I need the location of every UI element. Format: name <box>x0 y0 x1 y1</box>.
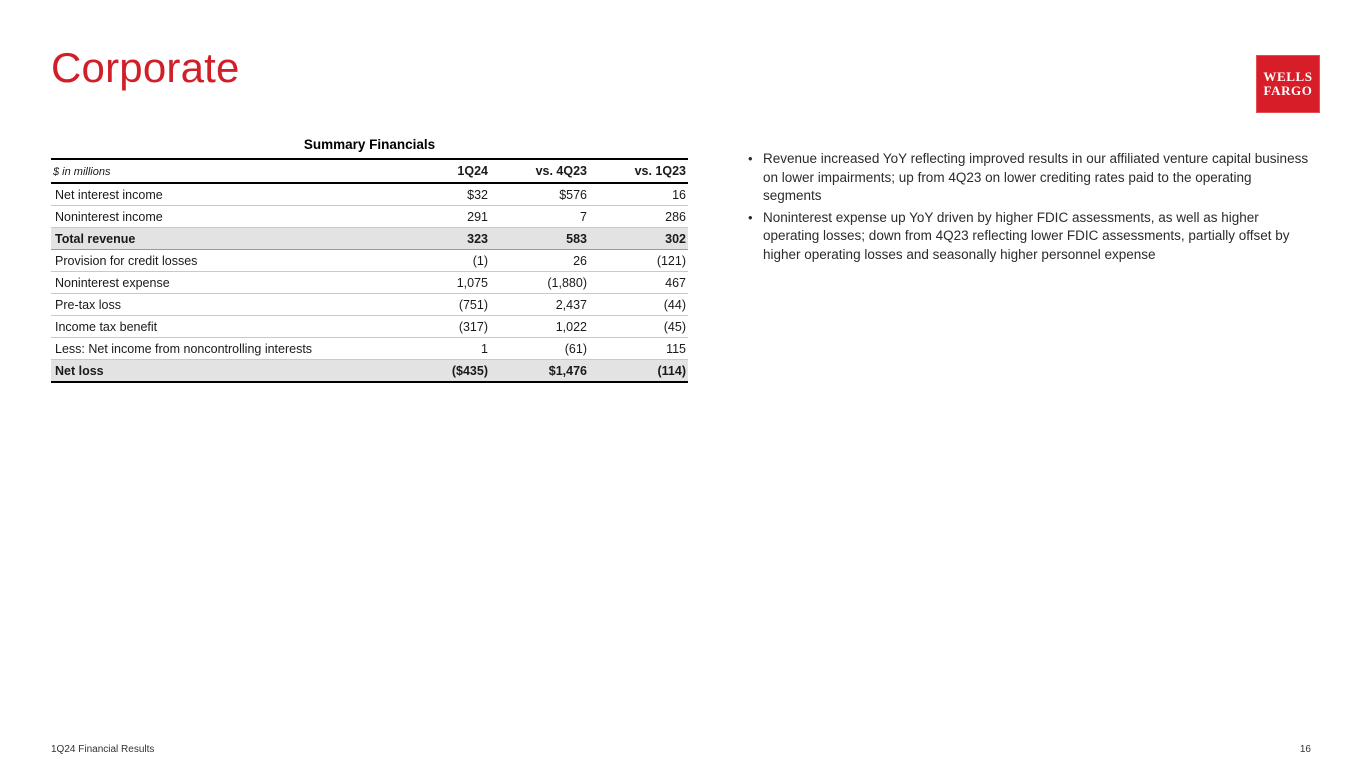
page-title: Corporate <box>51 44 240 91</box>
row-value: (44) <box>589 293 688 316</box>
row-label: Provision for credit losses <box>51 249 391 272</box>
row-value: 1,075 <box>391 271 490 294</box>
table-row: Noninterest income 291 7 286 <box>51 205 688 228</box>
row-value: (317) <box>391 315 490 338</box>
row-label: Income tax benefit <box>51 315 391 338</box>
row-value: $1,476 <box>490 359 589 383</box>
row-value: (751) <box>391 293 490 316</box>
row-value: 1,022 <box>490 315 589 338</box>
row-value: 7 <box>490 205 589 228</box>
unit-label: $ in millions <box>51 158 391 184</box>
footer-title: 1Q24 Financial Results <box>51 744 155 755</box>
table-title: Summary Financials <box>303 137 436 152</box>
row-label: Net loss <box>51 359 391 383</box>
table-row: Income tax benefit (317) 1,022 (45) <box>51 315 688 338</box>
table-row: Provision for credit losses (1) 26 (121) <box>51 249 688 272</box>
row-value: (114) <box>589 359 688 383</box>
wells-fargo-logo: WELLS FARGO <box>1256 55 1320 113</box>
table-header-row: $ in millions 1Q24 vs. 4Q23 vs. 1Q23 <box>51 158 688 184</box>
row-value: 323 <box>391 227 490 250</box>
row-value: 291 <box>391 205 490 228</box>
row-value: (61) <box>490 337 589 360</box>
table-row: Pre-tax loss (751) 2,437 (44) <box>51 293 688 316</box>
table-row: Less: Net income from noncontrolling int… <box>51 337 688 360</box>
financials-table: $ in millions 1Q24 vs. 4Q23 vs. 1Q23 Net… <box>51 158 688 383</box>
bullet-item: • Noninterest expense up YoY driven by hi… <box>745 209 1313 265</box>
table-row: Noninterest expense 1,075 (1,880) 467 <box>51 271 688 294</box>
row-value: 16 <box>589 183 688 206</box>
row-value: $32 <box>391 183 490 206</box>
row-value: 302 <box>589 227 688 250</box>
row-value: 115 <box>589 337 688 360</box>
row-value: (121) <box>589 249 688 272</box>
column-header-vs-1q23: vs. 1Q23 <box>589 158 688 184</box>
row-value: (1,880) <box>490 271 589 294</box>
row-value: 583 <box>490 227 589 250</box>
bullet-text: Noninterest expense up YoY driven by hig… <box>763 209 1290 262</box>
page-number: 16 <box>1299 744 1311 755</box>
row-label: Less: Net income from noncontrolling int… <box>51 337 391 360</box>
bullet-text: Revenue increased YoY reflecting improve… <box>763 151 1309 203</box>
row-value: 286 <box>589 205 688 228</box>
bullet-item: • Revenue increased YoY reflecting improv… <box>745 150 1313 206</box>
table-row: Net interest income $32 $576 16 <box>51 183 688 206</box>
row-value: 1 <box>391 337 490 360</box>
column-header-1q24: 1Q24 <box>391 158 490 184</box>
row-value: ($435) <box>391 359 490 383</box>
row-label: Net interest income <box>51 183 391 206</box>
row-value: (45) <box>589 315 688 338</box>
row-value: $576 <box>490 183 589 206</box>
row-label: Noninterest income <box>51 205 391 228</box>
row-value: (1) <box>391 249 490 272</box>
row-label: Noninterest expense <box>51 271 391 294</box>
logo-text-line2: FARGO <box>1263 83 1313 98</box>
bullet-icon: • <box>748 209 753 225</box>
commentary-bullets: • Revenue increased YoY reflecting improv… <box>745 150 1313 267</box>
row-label: Total revenue <box>51 227 391 250</box>
column-header-vs-4q23: vs. 4Q23 <box>490 158 589 184</box>
table-row: Net loss ($435) $1,476 (114) <box>51 359 688 383</box>
summary-financials-table: Summary Financials $ in millions 1Q24 vs… <box>51 137 688 383</box>
row-label: Pre-tax loss <box>51 293 391 316</box>
row-value: 467 <box>589 271 688 294</box>
row-value: 2,437 <box>490 293 589 316</box>
logo-text-line1: WELLS <box>1263 69 1313 84</box>
table-row: Total revenue 323 583 302 <box>51 227 688 250</box>
row-value: 26 <box>490 249 589 272</box>
bullet-icon: • <box>748 151 753 166</box>
